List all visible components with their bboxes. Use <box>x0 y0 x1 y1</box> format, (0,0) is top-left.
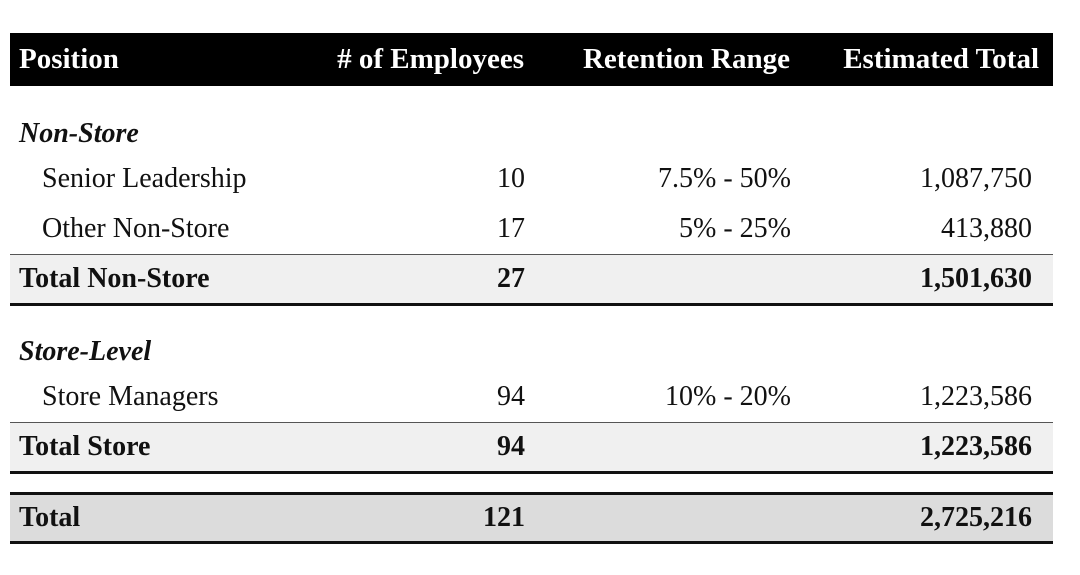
subtotal-employees: 27 <box>497 263 525 294</box>
row-employees: 10 <box>497 163 525 194</box>
header-position: Position <box>19 43 119 75</box>
row-position: Senior Leadership <box>42 163 247 194</box>
row-estimated-total: 1,223,586 <box>920 381 1032 412</box>
row-retention-range: 10% - 20% <box>665 381 791 412</box>
subtotal-total: 1,501,630 <box>920 263 1032 294</box>
row-employees: 94 <box>497 381 525 412</box>
row-estimated-total: 1,087,750 <box>920 163 1032 194</box>
table-header-row: Position # of Employees Retention Range … <box>10 33 1053 86</box>
row-estimated-total: 413,880 <box>941 213 1032 244</box>
section-title-store-level: Store-Level <box>19 336 152 367</box>
table-row: Other Non-Store 17 5% - 25% 413,880 <box>10 204 1053 254</box>
subtotal-total: 1,223,586 <box>920 431 1032 462</box>
subtotal-label: Total Non-Store <box>19 263 210 294</box>
row-retention-range: 7.5% - 50% <box>658 163 791 194</box>
grand-total-row: Total 121 2,725,216 <box>10 492 1053 544</box>
header-retention-range: Retention Range <box>582 43 790 75</box>
table-row: Senior Leadership 10 7.5% - 50% 1,087,75… <box>10 154 1053 204</box>
header-estimated-total: Estimated Total <box>843 43 1039 75</box>
row-position: Store Managers <box>42 381 219 412</box>
subtotal-employees: 94 <box>497 431 525 462</box>
grand-total-value: 2,725,216 <box>920 502 1032 533</box>
header-employees: # of Employees <box>337 43 524 75</box>
section-title-non-store: Non-Store <box>19 118 139 149</box>
subtotal-row-non-store: Total Non-Store 27 1,501,630 <box>10 254 1053 306</box>
grand-total-employees: 121 <box>483 502 525 533</box>
subtotal-row-store: Total Store 94 1,223,586 <box>10 422 1053 474</box>
row-position: Other Non-Store <box>42 213 230 244</box>
grand-total-label: Total <box>19 502 81 533</box>
retention-table: Position # of Employees Retention Range … <box>10 33 1053 544</box>
table-row: Store Managers 94 10% - 20% 1,223,586 <box>10 372 1053 422</box>
subtotal-label: Total Store <box>19 431 151 462</box>
row-retention-range: 5% - 25% <box>679 213 791 244</box>
row-employees: 17 <box>497 213 525 244</box>
